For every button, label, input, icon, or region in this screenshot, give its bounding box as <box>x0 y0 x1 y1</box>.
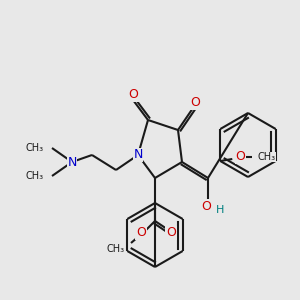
Text: O: O <box>136 226 146 239</box>
Text: N: N <box>133 148 143 161</box>
Text: CH₃: CH₃ <box>26 171 44 181</box>
Text: H: H <box>216 205 224 215</box>
Text: O: O <box>128 88 138 101</box>
Text: CH₃: CH₃ <box>26 143 44 153</box>
Text: O: O <box>201 200 211 212</box>
Text: N: N <box>67 155 77 169</box>
Text: O: O <box>235 151 245 164</box>
Text: O: O <box>190 97 200 110</box>
Text: O: O <box>166 226 176 239</box>
Text: CH₃: CH₃ <box>107 244 125 254</box>
Text: CH₃: CH₃ <box>257 152 275 162</box>
